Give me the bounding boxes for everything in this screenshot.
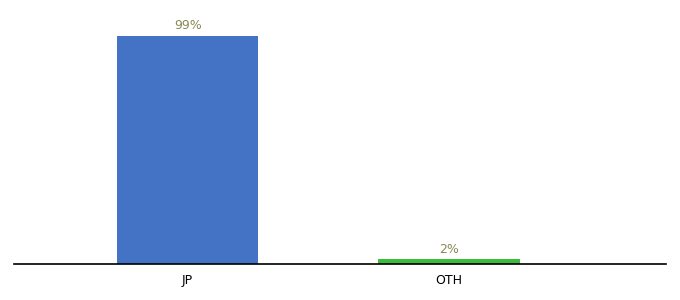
Bar [117,36,258,264]
Bar [378,260,520,264]
Text: 99%: 99% [174,19,201,32]
Text: 2%: 2% [439,243,459,256]
